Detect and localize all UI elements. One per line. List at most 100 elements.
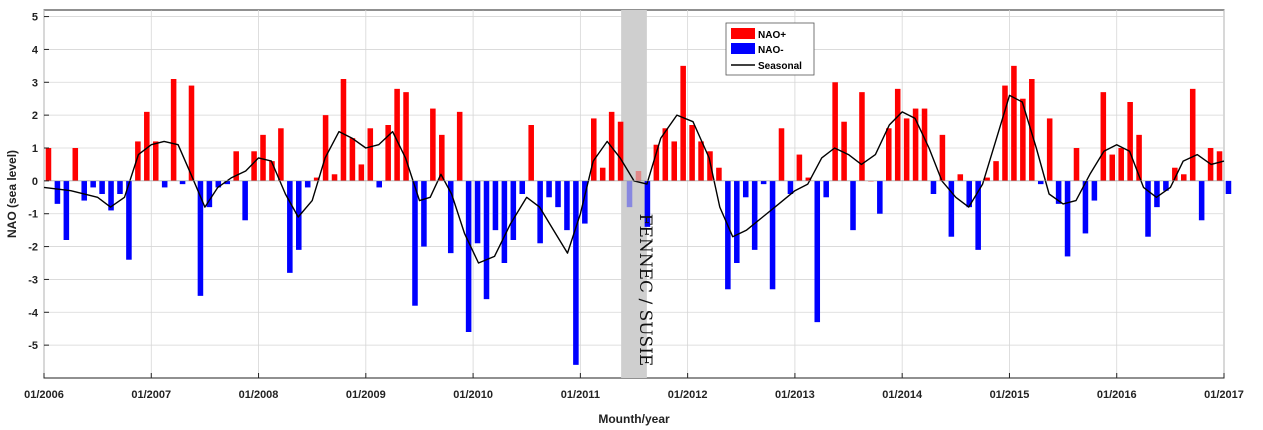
bar (1154, 180, 1160, 208)
bar (993, 161, 999, 181)
bar (841, 121, 847, 181)
bar (653, 144, 660, 181)
bar (698, 141, 704, 181)
x-tick-label: 01/2011 (561, 389, 600, 401)
x-tick-label: 01/2009 (346, 389, 386, 401)
bar (1011, 65, 1017, 181)
y-tick-label: -3 (28, 274, 38, 286)
bar (912, 108, 919, 181)
bar (385, 125, 391, 181)
bar (1127, 102, 1133, 181)
bar (823, 180, 829, 198)
bar (117, 180, 123, 194)
bar (224, 180, 231, 185)
bar (152, 141, 159, 181)
bar (54, 180, 61, 204)
bar (322, 115, 329, 181)
bar (930, 180, 937, 194)
bar (287, 180, 293, 273)
bar (948, 180, 955, 237)
bar (233, 151, 239, 181)
bar (886, 128, 892, 181)
bar (278, 128, 284, 181)
bar (1163, 180, 1169, 191)
bar (108, 180, 114, 211)
legend-swatch-nao-plus (731, 28, 755, 39)
bar (367, 128, 374, 181)
bar (340, 79, 347, 181)
bar (81, 180, 87, 201)
bar (1145, 180, 1151, 237)
bar (492, 180, 499, 231)
bar (1002, 85, 1008, 181)
bar (644, 180, 651, 227)
bar (483, 180, 490, 300)
y-tick-label: -5 (28, 340, 38, 352)
bar (796, 154, 803, 181)
bar (72, 148, 79, 181)
bar (331, 174, 338, 181)
bar (465, 180, 472, 332)
bar (1136, 134, 1142, 181)
x-tick-label: 01/2007 (131, 389, 171, 401)
bar (1037, 180, 1044, 185)
bar (251, 151, 257, 181)
bar (403, 92, 409, 181)
bar (582, 180, 588, 224)
legend: NAO+ NAO- Seasonal (725, 22, 815, 76)
bar (662, 128, 669, 181)
y-tick-label: 3 (32, 77, 38, 89)
bar (984, 177, 990, 181)
bar (304, 180, 311, 188)
bar (456, 111, 463, 181)
y-tick-label: -1 (28, 209, 38, 221)
bar (877, 180, 883, 214)
bar (555, 180, 561, 208)
x-tick-label: 01/2014 (882, 389, 923, 401)
x-axis-title: Mounth/year (598, 412, 670, 426)
annotation-band (621, 10, 647, 378)
bar (45, 148, 52, 181)
bar (591, 118, 597, 181)
bar (1029, 79, 1035, 181)
bar (430, 108, 436, 181)
y-tick-label: -2 (28, 242, 38, 254)
bar (859, 92, 865, 181)
bar (832, 82, 838, 181)
y-axis-title: NAO (sea level) (5, 150, 19, 238)
bar (671, 141, 677, 181)
bar (617, 121, 624, 181)
bar (528, 125, 534, 181)
bar (1181, 174, 1187, 181)
bar (376, 180, 382, 188)
legend-label-nao-plus: NAO+ (758, 30, 786, 41)
bar (474, 180, 481, 244)
bar (975, 180, 981, 250)
bar (1046, 118, 1053, 181)
bar (680, 65, 686, 181)
bar (966, 180, 972, 208)
x-tick-label: 01/2012 (668, 389, 708, 401)
bar (725, 180, 731, 290)
x-tick-label: 01/2006 (24, 389, 64, 401)
bar (269, 161, 275, 181)
bar (1055, 180, 1062, 204)
bar (215, 180, 222, 188)
bar (734, 180, 740, 263)
x-tick-label: 01/2010 (453, 389, 493, 401)
legend-label-seasonal: Seasonal (758, 61, 802, 72)
y-tick-label: 0 (32, 176, 38, 188)
x-tick-label: 01/2013 (775, 389, 815, 401)
bar (769, 180, 776, 290)
bar (349, 138, 356, 181)
bar (161, 180, 168, 188)
bar (63, 180, 70, 240)
bar (760, 180, 767, 185)
bar (716, 167, 722, 181)
bar (787, 180, 794, 194)
bar (126, 180, 132, 260)
bar (260, 134, 266, 181)
bar (447, 180, 454, 254)
bar (805, 177, 812, 181)
